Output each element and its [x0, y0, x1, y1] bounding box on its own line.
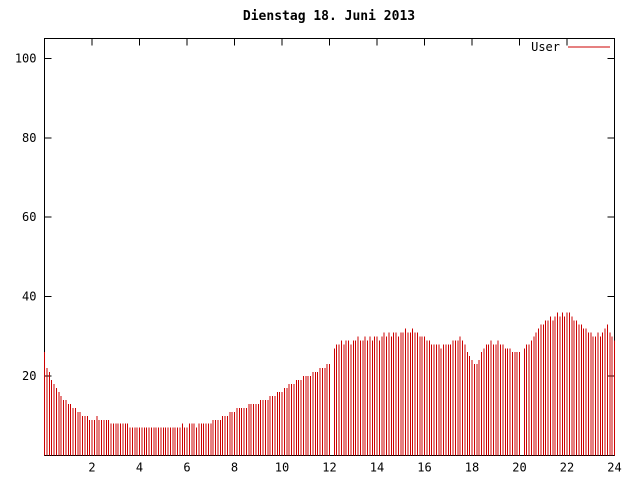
legend-label: User [531, 40, 560, 54]
y-tick-label: 80 [22, 131, 36, 145]
x-tick-label: 6 [183, 461, 190, 475]
legend: User [531, 40, 610, 54]
x-tick-label: 24 [607, 461, 621, 475]
y-tick-label: 100 [15, 51, 37, 65]
x-tick-label: 14 [370, 461, 384, 475]
x-tick-label: 4 [136, 461, 143, 475]
x-tick-label: 16 [417, 461, 431, 475]
x-tick-label: 20 [512, 461, 526, 475]
x-tick-label: 2 [88, 461, 95, 475]
bars-series-user [44, 312, 615, 456]
chart-title: Dienstag 18. Juni 2013 [243, 9, 415, 24]
y-tick-label: 20 [22, 369, 36, 383]
x-tick-label: 22 [560, 461, 574, 475]
y-tick-label: 40 [22, 290, 36, 304]
x-tick-label: 8 [231, 461, 238, 475]
x-tick-label: 18 [465, 461, 479, 475]
x-tick-label: 12 [322, 461, 336, 475]
y-tick-label: 60 [22, 210, 36, 224]
x-tick-label: 10 [275, 461, 289, 475]
